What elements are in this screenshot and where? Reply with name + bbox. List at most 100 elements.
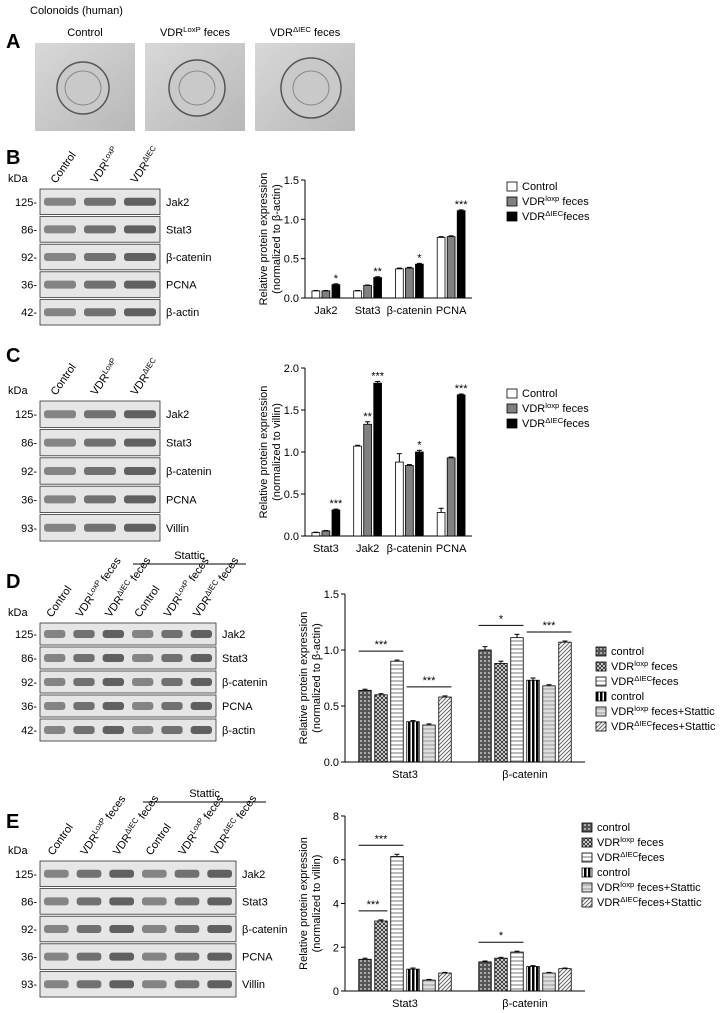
band [76, 925, 102, 933]
band [161, 630, 183, 638]
text-part: VDR [522, 418, 545, 430]
band [84, 467, 116, 475]
band [44, 467, 76, 475]
error-bar [562, 967, 568, 969]
blot-strip [39, 670, 217, 694]
error-bar [333, 283, 339, 285]
legend-label: VDRΔIECfeces+Stattic [611, 719, 716, 734]
band [174, 869, 200, 878]
text-part: feces [563, 211, 590, 223]
band [124, 308, 156, 317]
text-part: VDR [129, 372, 152, 398]
error-bar [546, 684, 552, 686]
bar [558, 641, 572, 763]
superscript: loxp [545, 401, 559, 410]
band [102, 630, 124, 638]
error-bar [410, 720, 416, 722]
legend-label: VDRΔIECfeces [522, 416, 590, 431]
legend-label: VDRΔIECfeces+Stattic [597, 895, 702, 910]
text-part: feces+Stattic [648, 706, 715, 718]
blot-strip [39, 915, 237, 943]
error-bar [406, 464, 412, 466]
blot-strip [39, 943, 237, 970]
colonoid-lumen [64, 70, 102, 106]
text-part: VDR [611, 706, 634, 718]
marker-label: 92- [21, 252, 37, 264]
band [124, 438, 156, 447]
text-part: feces+Stattic [638, 897, 702, 909]
superscript: LoxP [100, 356, 117, 376]
text-part: VDR [160, 27, 183, 39]
bar [331, 284, 341, 299]
error-bar [406, 266, 412, 269]
bar [456, 210, 466, 299]
legend-swatch [581, 897, 593, 908]
y-tick-label: 2.0 [284, 363, 299, 375]
lane-label: Control [46, 822, 76, 858]
y-axis-label: Relative protein expression [258, 173, 270, 306]
error-bar [396, 453, 402, 463]
band [174, 980, 200, 989]
x-tick-label: Jak2 [314, 305, 337, 317]
text-part: feces [563, 418, 590, 430]
text-part: VDR [597, 897, 620, 909]
legend-label: VDRloxp feces+Stattic [611, 704, 715, 719]
band [109, 897, 134, 906]
bar [390, 856, 404, 992]
x-tick-label: β-catenin [387, 543, 432, 555]
legend-label: Control [522, 388, 557, 400]
superscript: ΔIEC [140, 355, 158, 375]
band [142, 925, 167, 933]
treatment-label: Stattic [189, 788, 220, 800]
protein-label: PCNA [242, 952, 273, 964]
superscript: loxp [545, 194, 559, 203]
legend-label: VDRloxp feces [522, 401, 589, 416]
y-tick-label: 0 [333, 986, 339, 998]
significance: * [499, 930, 504, 942]
significance: * [499, 613, 504, 625]
text-part: feces [634, 837, 664, 849]
legend-swatch [595, 706, 607, 717]
significance: * [417, 252, 422, 264]
bar [422, 724, 436, 763]
bar [405, 465, 414, 537]
superscript: ΔIEC [620, 850, 638, 859]
legend-label: VDRloxp feces [611, 659, 678, 674]
text-part: feces [652, 676, 679, 688]
legend-label: VDRΔIECfeces [522, 209, 590, 224]
bar [406, 968, 420, 992]
band [84, 495, 116, 504]
band [142, 980, 167, 989]
band [84, 410, 116, 419]
marker-label: 125- [15, 869, 37, 881]
protein-label: β-catenin [166, 252, 211, 264]
text-part: VDR [611, 676, 634, 688]
band [44, 980, 69, 989]
marker-label: 36- [21, 952, 37, 964]
text-part: VDR [597, 837, 620, 849]
lane-label: Control [49, 150, 79, 186]
text-part: VDR [270, 27, 293, 39]
marker-label: 36- [21, 701, 37, 713]
band [44, 952, 69, 961]
legend-label: VDRΔIECfeces [611, 674, 679, 689]
marker-label: 86- [21, 224, 37, 236]
band [161, 654, 183, 662]
lane-label: VDRLoxP [87, 356, 122, 398]
error-bar [394, 853, 400, 857]
y-axis-label: (normalized to villin) [271, 403, 283, 501]
protein-label: β-actin [222, 725, 255, 737]
lane-label: VDRLoxP [87, 144, 122, 186]
band [174, 952, 200, 961]
bar [436, 237, 446, 299]
band [190, 654, 212, 662]
superscript: ΔIEC [545, 209, 563, 218]
error-bar [546, 971, 552, 974]
band [44, 495, 76, 504]
superscript: loxp [634, 659, 648, 668]
error-bar [530, 677, 536, 681]
lane-label: VDRΔIEC [127, 355, 163, 397]
marker-label: 125- [15, 197, 37, 209]
text-part: VDR [209, 832, 232, 858]
y-tick-label: 0.0 [324, 757, 339, 769]
